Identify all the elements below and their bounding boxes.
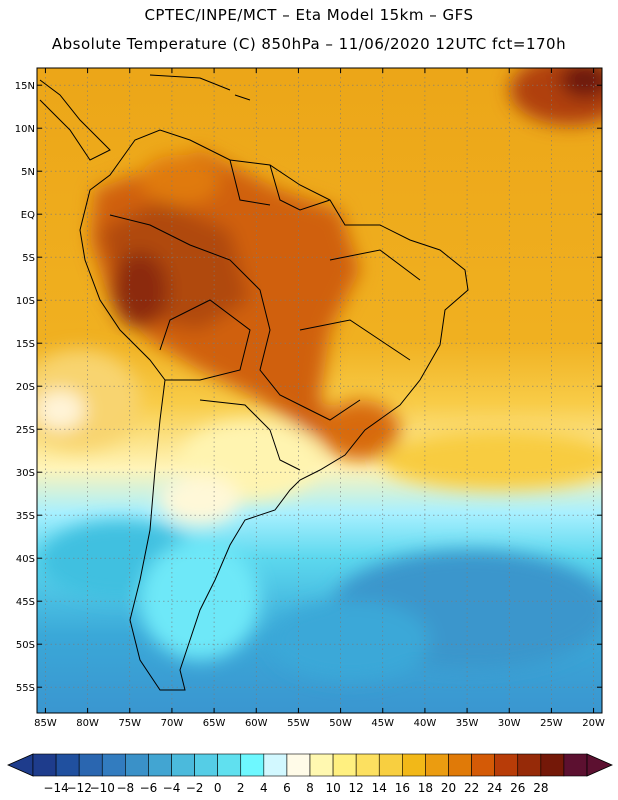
- colorbar-label: −6: [140, 781, 158, 795]
- colorbar-swatch: [217, 753, 242, 777]
- south-america-coastline: [79, 129, 469, 691]
- colorbar-swatch: [378, 753, 403, 777]
- colorbar-label: 18: [418, 781, 433, 795]
- colorbar-label: 14: [372, 781, 387, 795]
- colorbar-label: 22: [464, 781, 479, 795]
- lat-tick-label: EQ: [21, 210, 35, 221]
- colorbar-arrow-left: [7, 753, 34, 777]
- colorbar-label: 12: [349, 781, 364, 795]
- lat-tick-label: 15S: [16, 339, 35, 350]
- colorbar-label: 4: [260, 781, 268, 795]
- colorbar-swatch: [286, 753, 311, 777]
- lon-tick-label: 20W: [582, 718, 605, 729]
- lon-tick-label: 25W: [540, 718, 563, 729]
- colorbar-label: 8: [306, 781, 314, 795]
- lat-tick-label: 35S: [16, 511, 35, 522]
- colorbar-swatch: [471, 753, 495, 777]
- lon-tick-label: 55W: [287, 718, 310, 729]
- title-field: Absolute Temperature (C) 850hPa – 11/06/…: [51, 35, 567, 53]
- lon-tick-label: 30W: [498, 718, 521, 729]
- colorbar-label: 28: [533, 781, 548, 795]
- colorbar-label: 20: [441, 781, 456, 795]
- lon-tick-label: 80W: [76, 718, 99, 729]
- lon-tick-label: 50W: [329, 718, 352, 729]
- colorbar-label: 6: [283, 781, 291, 795]
- colorbar-label: 2: [237, 781, 245, 795]
- lon-tick-label: 65W: [203, 718, 226, 729]
- colorbar-swatch: [101, 753, 126, 777]
- colorbar-swatch: [309, 753, 334, 777]
- colorbar-swatch: [332, 753, 357, 777]
- central-america-coastline: [39, 79, 111, 161]
- colorbar-label: 16: [395, 781, 410, 795]
- colorbar-swatch: [194, 753, 218, 777]
- colorbar-label: −10: [90, 781, 115, 795]
- colorbar: −14−12−10 −8 −6 −4 −2 0 2 4 6 8 10 12 14 16 18 20 22 24 26…: [7, 753, 613, 795]
- axis-ticks: 15N 10N 5N EQ 5S 10S 15S 20S 25S 30S 35S 40S 45S 50S 5…: [15, 68, 605, 729]
- temperature-field: [37, 68, 602, 713]
- lat-tick-label: 30S: [16, 468, 35, 479]
- lat-tick-label: 45S: [16, 597, 35, 608]
- lon-tick-label: 60W: [245, 718, 268, 729]
- coastline: [39, 74, 469, 691]
- lat-tick-label: 40S: [16, 554, 35, 565]
- colorbar-swatch: [448, 753, 472, 777]
- colorbar-swatch: [402, 753, 426, 777]
- lat-tick-label: 5S: [22, 253, 35, 264]
- lon-tick-label: 75W: [118, 718, 141, 729]
- title-model: CPTEC/INPE/MCT – Eta Model 15km – GFS: [144, 6, 474, 24]
- colorbar-arrow-right: [586, 753, 613, 777]
- colorbar-swatch: [563, 753, 588, 777]
- colorbar-label: −12: [67, 781, 92, 795]
- lat-tick-label: 5N: [21, 167, 35, 178]
- colorbar-swatch: [263, 753, 288, 777]
- colorbar-swatch: [78, 753, 103, 777]
- colorbar-swatch: [240, 753, 265, 777]
- colorbar-label: 26: [510, 781, 525, 795]
- colorbar-swatch: [55, 753, 80, 777]
- colorbar-swatch: [425, 753, 449, 777]
- border-line: [299, 249, 421, 361]
- lon-tick-label: 70W: [161, 718, 184, 729]
- caribbean-islands: [149, 74, 251, 101]
- map-frame: [36, 67, 603, 714]
- border-line: [229, 159, 331, 211]
- lat-tick-label: 55S: [16, 683, 35, 694]
- lon-tick-label: 35W: [456, 718, 479, 729]
- colorbar-swatch: [540, 753, 565, 777]
- lat-tick-label: 20S: [16, 382, 35, 393]
- lon-tick-label: 40W: [414, 718, 437, 729]
- colorbar-label: 0: [214, 781, 222, 795]
- colorbar-label: −4: [163, 781, 181, 795]
- lat-tick-label: 10N: [15, 124, 35, 135]
- colorbar-label: −8: [116, 781, 134, 795]
- colorbar-swatch: [494, 753, 519, 777]
- lat-tick-label: 25S: [16, 425, 35, 436]
- colorbar-label: 24: [487, 781, 502, 795]
- colorbar-label: 10: [325, 781, 340, 795]
- colorbar-swatch: [32, 753, 57, 777]
- lon-tick-label: 85W: [34, 718, 57, 729]
- colorbar-swatch: [148, 753, 172, 777]
- colorbar-label: −14: [43, 781, 68, 795]
- lat-tick-label: 15N: [15, 81, 35, 92]
- colorbar-swatch: [355, 753, 380, 777]
- border-line: [159, 299, 251, 381]
- border-line: [199, 399, 301, 471]
- colorbar-label: −2: [186, 781, 204, 795]
- lat-tick-label: 10S: [16, 296, 35, 307]
- lon-tick-label: 45W: [371, 718, 394, 729]
- colorbar-swatch: [517, 753, 542, 777]
- colorbar-swatch: [125, 753, 149, 777]
- border-line: [109, 214, 361, 421]
- lat-tick-label: 50S: [16, 640, 35, 651]
- colorbar-swatch: [171, 753, 195, 777]
